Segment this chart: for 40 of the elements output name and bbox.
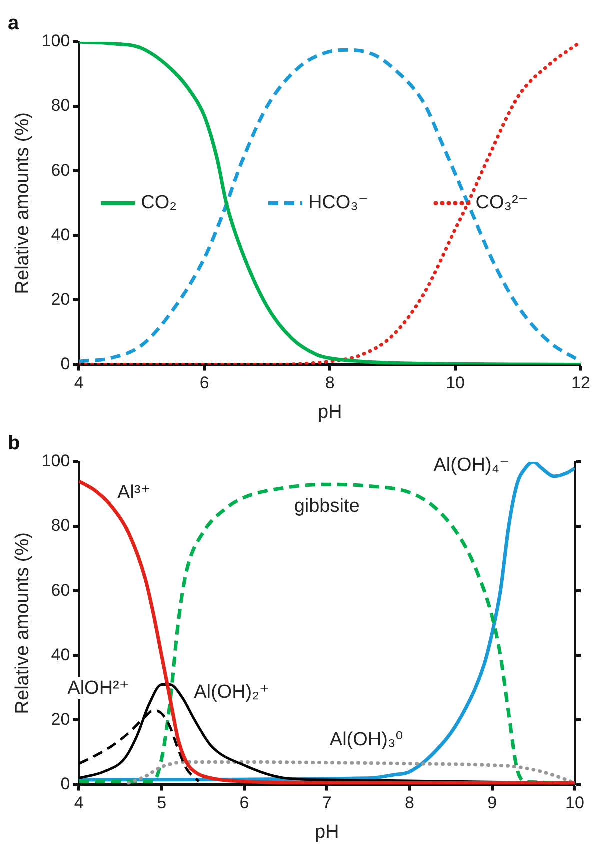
chart-title: b — [8, 432, 20, 455]
x-tick-label: 4 — [74, 374, 84, 393]
series-label: Al(OH)₃⁰ — [330, 729, 404, 750]
legend-label: CO₃²⁻ — [476, 192, 528, 214]
y-tick-label: 60 — [51, 580, 70, 600]
line-series — [127, 760, 575, 785]
y-tick-label: 80 — [51, 516, 70, 536]
legend-label: CO₂ — [141, 192, 178, 214]
y-tick-label: 40 — [51, 225, 70, 244]
x-tick-label: 5 — [157, 794, 167, 813]
series-label: Al(OH)₄⁻ — [434, 455, 510, 476]
series-label: AlOH²⁺ — [68, 678, 130, 699]
x-tick-label: 8 — [404, 794, 414, 813]
y-axis-title: Relative amounts (%) — [12, 532, 34, 714]
x-tick-label: 6 — [240, 794, 250, 813]
series-label: Al(OH)₂⁺ — [194, 682, 270, 703]
x-tick-label: 10 — [446, 374, 465, 393]
chart-title: a — [8, 12, 20, 35]
y-tick-label: 40 — [51, 645, 70, 664]
y-tick-label: 20 — [51, 710, 70, 729]
x-tick-label: 12 — [572, 374, 590, 393]
x-tick-label: 8 — [325, 374, 335, 393]
x-axis-title: pH — [314, 822, 340, 843]
y-tick-label: 100 — [42, 32, 70, 51]
y-tick-label: 80 — [51, 96, 70, 116]
y-tick-label: 0 — [60, 774, 70, 794]
y-tick-label: 20 — [51, 290, 70, 309]
x-tick-label: 10 — [566, 794, 584, 813]
x-tick-label: 6 — [200, 374, 210, 393]
x-tick-label: 9 — [488, 794, 498, 813]
series-label: Al³⁺ — [118, 482, 151, 504]
x-tick-label: 7 — [322, 794, 332, 813]
y-tick-label: 100 — [42, 452, 70, 471]
y-tick-label: 60 — [51, 160, 70, 180]
y-axis-title: Relative amounts (%) — [12, 112, 34, 294]
series-label: gibbsite — [294, 496, 360, 517]
legend-label: HCO₃⁻ — [308, 192, 368, 214]
x-axis-title: pH — [318, 402, 342, 423]
x-tick-label: 4 — [74, 794, 84, 813]
y-tick-label: 0 — [60, 354, 70, 374]
